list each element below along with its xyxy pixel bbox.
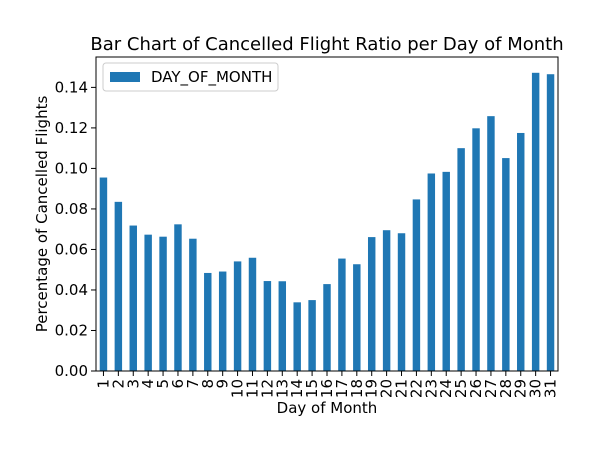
y-tick-label: 0.14 — [55, 78, 88, 96]
y-tick-label: 0.06 — [55, 240, 88, 258]
bar-day-5 — [159, 237, 166, 371]
bars — [100, 73, 555, 371]
bar-day-17 — [338, 259, 345, 371]
bar-day-22 — [413, 199, 420, 371]
bar-day-19 — [368, 237, 375, 371]
legend: DAY_OF_MONTH — [103, 63, 278, 91]
bar-day-20 — [383, 230, 390, 371]
bar-day-15 — [308, 300, 315, 371]
bar-day-1 — [100, 178, 107, 371]
bar-day-9 — [219, 272, 226, 371]
chart-title: Bar Chart of Cancelled Flight Ratio per … — [90, 34, 563, 55]
bar-day-23 — [428, 173, 435, 371]
bar-day-18 — [353, 264, 360, 371]
bar-day-8 — [204, 273, 211, 371]
x-tick-label: 31 — [542, 379, 560, 398]
bar-day-29 — [517, 133, 524, 371]
y-axis-ticks: 0.00 0.02 0.04 0.06 0.08 0.10 0.12 0.14 — [55, 78, 96, 380]
y-tick-label: 0.00 — [55, 362, 88, 380]
bar-day-26 — [472, 128, 479, 371]
bar-day-21 — [398, 233, 405, 371]
y-tick-label: 0.08 — [55, 200, 88, 218]
y-axis-label: Percentage of Cancelled Flights — [33, 96, 51, 333]
bar-day-25 — [457, 148, 464, 371]
bar-day-10 — [234, 261, 241, 371]
bar-day-27 — [487, 116, 494, 371]
bar-day-16 — [323, 284, 330, 371]
bar-day-2 — [115, 202, 122, 371]
y-tick-label: 0.10 — [55, 159, 88, 177]
bar-day-13 — [279, 281, 286, 371]
bar-day-30 — [532, 73, 539, 371]
bar-day-6 — [174, 224, 181, 371]
bar-day-31 — [547, 74, 554, 371]
y-tick-label: 0.04 — [55, 281, 88, 299]
bar-day-11 — [249, 258, 256, 371]
bar-day-3 — [130, 226, 137, 371]
bar-day-7 — [189, 239, 196, 371]
bar-day-14 — [293, 302, 300, 371]
legend-swatch — [110, 72, 140, 82]
x-axis-label: Day of Month — [277, 399, 378, 417]
bar-day-4 — [144, 235, 151, 371]
y-tick-label: 0.02 — [55, 321, 88, 339]
bar-day-28 — [502, 158, 509, 371]
legend-label: DAY_OF_MONTH — [151, 68, 272, 87]
y-tick-label: 0.12 — [55, 119, 88, 137]
bar-day-12 — [264, 281, 271, 371]
bar-day-24 — [443, 172, 450, 371]
x-axis-ticks: 1234567891011121314151617181920212223242… — [94, 371, 559, 398]
